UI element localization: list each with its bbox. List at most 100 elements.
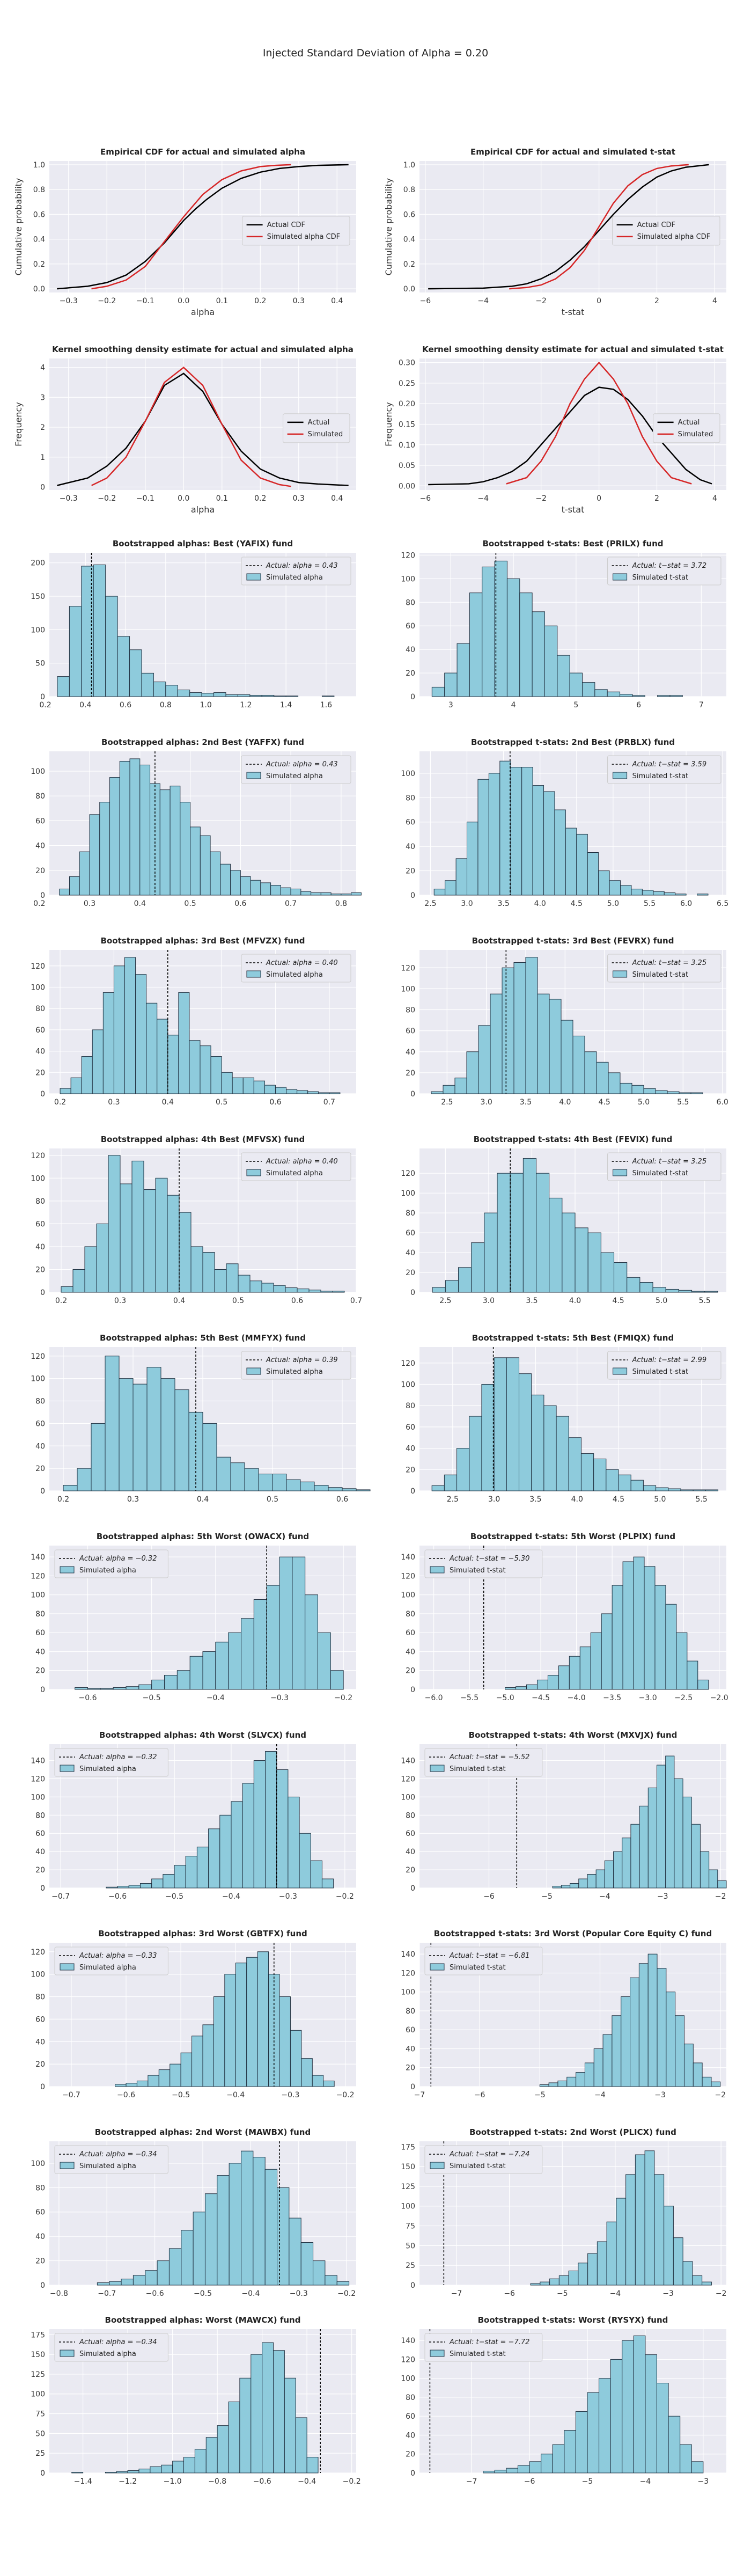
histogram-bar (280, 887, 291, 896)
histogram-bar (161, 2464, 173, 2473)
histogram-bar (253, 1599, 267, 1690)
chart-title: Empirical CDF for actual and simulated a… (100, 147, 305, 157)
histogram-bar (561, 1020, 573, 1094)
x-tick-label: −4.0 (568, 1694, 586, 1702)
x-tick-label: −5.0 (496, 1694, 514, 1702)
legend: Actual: alpha = 0.40 Simulated alpha (241, 1152, 351, 1181)
x-tick-label: −3 (657, 1892, 668, 1901)
histogram-bar (602, 2034, 613, 2087)
chart-title: Bootstrapped t-stats: Best (PRILX) fund (482, 539, 663, 548)
y-tick-label: 80 (35, 1005, 45, 1013)
series-line (506, 361, 692, 485)
y-tick-label: 20 (406, 2064, 415, 2073)
histogram-bar (290, 2030, 302, 2087)
histogram-bar (680, 2444, 692, 2473)
histogram-bar (590, 1632, 602, 1690)
x-tick-label: −2 (715, 1892, 726, 1901)
histogram-bar (445, 1280, 459, 1293)
legend-box (54, 1748, 168, 1777)
histogram-bar (119, 1378, 134, 1491)
x-tick-label: 3.5 (526, 1297, 538, 1305)
chart-title: Bootstrapped alphas: 4th Best (MFVSX) fu… (101, 1135, 305, 1144)
y-tick-label: 140 (401, 1950, 415, 1959)
chart-title: Bootstrapped t-stats: 4th Worst (MXVJX) … (469, 1730, 678, 1740)
x-tick-label: −7 (466, 2477, 477, 2486)
histogram-bar (132, 2275, 146, 2286)
y-axis-label: Cumulative probability (13, 178, 24, 276)
legend: Actual: t−stat = 2.99 Simulated t-stat (607, 1351, 721, 1380)
histogram-bar (189, 692, 202, 697)
y-tick-label: 0 (410, 2083, 415, 2091)
histogram-bar (241, 1618, 254, 1690)
x-tick-label: 2 (654, 494, 659, 503)
y-tick-label: 40 (406, 843, 415, 851)
histogram-bar (631, 1085, 644, 1094)
legend-swatch-simulated (246, 970, 261, 978)
legend-label: Simulated (308, 430, 343, 438)
y-tick-label: 40 (35, 842, 45, 851)
chart-title: Bootstrapped alphas: Worst (MAWCX) fund (105, 2315, 301, 2325)
histogram-bar (217, 2425, 229, 2473)
y-tick-label: 20 (406, 867, 415, 876)
histogram-bar (69, 876, 80, 896)
histogram-bar (242, 1077, 254, 1094)
histogram-bar (265, 1751, 277, 1889)
histogram-bar (336, 2281, 350, 2286)
histogram-bar (667, 1091, 680, 1094)
histogram-bar (622, 2340, 634, 2473)
x-tick-label: −4 (640, 2477, 651, 2486)
y-tick-label: 100 (401, 575, 415, 583)
x-tick-label: 0.2 (55, 1297, 67, 1305)
histogram-bar (665, 1755, 675, 1889)
y-tick-label: 60 (35, 1220, 45, 1228)
y-tick-label: 100 (401, 1591, 415, 1600)
chart-title: Bootstrapped alphas: 5th Best (MMFYX) fu… (100, 1333, 306, 1343)
legend-box (607, 1351, 721, 1380)
histogram-bar (565, 828, 577, 896)
x-tick-label: 0.1 (216, 297, 228, 305)
histogram-bar (529, 2461, 542, 2473)
x-tick-label: 4.5 (571, 899, 583, 908)
x-tick-label: 4.0 (569, 1297, 581, 1305)
histogram-bar (471, 1242, 485, 1293)
y-tick-label: 4 (40, 364, 45, 372)
histogram-bar (59, 888, 70, 896)
legend: Actual: alpha = 0.39 Simulated alpha (241, 1351, 351, 1380)
histogram-bar (257, 1951, 269, 2087)
histogram-bar (192, 2036, 203, 2087)
y-tick-label: 20 (35, 2257, 45, 2266)
histogram-bar (306, 2457, 319, 2473)
y-tick-label: 120 (31, 1152, 45, 1160)
legend: Actual: alpha = 0.43 Simulated alpha (241, 755, 351, 784)
y-tick-label: 120 (401, 1572, 415, 1580)
histogram-bar (702, 2076, 712, 2087)
series-line (57, 372, 349, 486)
y-tick-label: 80 (406, 1209, 415, 1218)
histogram-bar (543, 1405, 557, 1491)
y-tick-label: 0 (410, 2469, 415, 2478)
y-tick-label: 0.2 (403, 260, 415, 269)
histogram-bar (579, 1646, 591, 1690)
histogram-bar (289, 2218, 301, 2286)
legend-swatch-simulated (613, 573, 628, 581)
y-tick-label: 100 (31, 1591, 45, 1600)
histogram-bar (200, 1045, 211, 1094)
x-tick-label: −3 (698, 2477, 709, 2486)
y-tick-label: 100 (401, 1793, 415, 1802)
histogram-bar (172, 2461, 185, 2473)
y-tick-label: 60 (406, 2412, 415, 2421)
histogram-bar (702, 2281, 712, 2286)
histogram-bar (190, 1246, 203, 1293)
histogram-bar (709, 1869, 718, 1889)
histogram-bar (264, 1085, 276, 1094)
histogram-bar (244, 1468, 259, 1491)
x-tick-label: 0.4 (331, 494, 343, 503)
y-tick-label: 2 (40, 423, 45, 432)
histogram-bar (77, 1468, 92, 1491)
chart-title: Bootstrapped t-stats: 2nd Best (PRBLX) f… (471, 737, 675, 747)
y-tick-label: 125 (401, 2183, 415, 2191)
y-tick-label: 40 (406, 1445, 415, 1453)
x-tick-label: −3.0 (639, 1694, 657, 1702)
histogram-bar (587, 1232, 601, 1293)
histogram-bar (469, 1416, 482, 1491)
